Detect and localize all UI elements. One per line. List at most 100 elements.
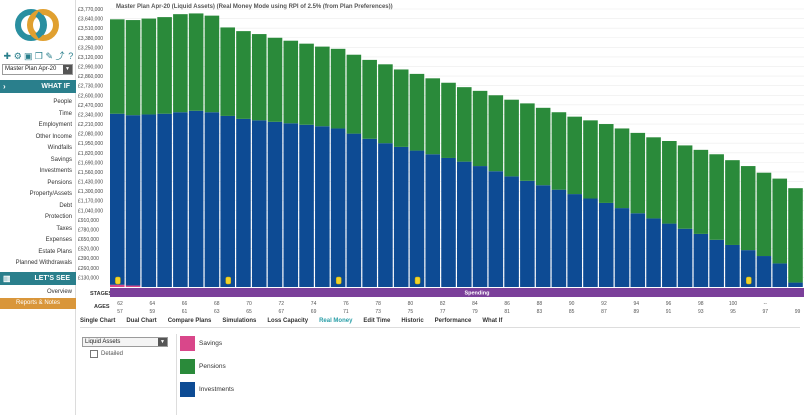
bar-investments [535, 185, 551, 287]
y-tick-label: £2,990,000 [78, 65, 103, 71]
bar-pensions [567, 116, 582, 195]
sidebar-item-reports[interactable]: Reports & Notes [0, 298, 76, 309]
bar-pensions [188, 13, 204, 111]
age-tick-top: 70 [246, 301, 252, 307]
bar-investments [204, 112, 220, 287]
bar-pensions [520, 103, 535, 181]
bar-investments [346, 133, 362, 287]
bar-pensions [299, 43, 314, 125]
sidebar-item-overview[interactable]: Overview [46, 289, 72, 295]
bar-pensions [283, 40, 299, 124]
tab-dual-chart[interactable]: Dual Chart [126, 318, 157, 324]
sidebar-item-property-assets[interactable]: Property/Assets [29, 191, 72, 197]
help-icon[interactable]: ? [68, 51, 74, 61]
sidebar-item-debt[interactable]: Debt [59, 202, 72, 209]
y-tick-label: £1,950,000 [78, 141, 103, 147]
what-if-header[interactable]: › WHAT IF [0, 80, 76, 93]
age-tick-bottom: 95 [730, 309, 736, 315]
bar-investments [520, 180, 535, 287]
tab-simulations[interactable]: Simulations [222, 318, 257, 324]
chevron-down-icon[interactable]: ▼ [158, 338, 167, 346]
event-marker-icon [335, 276, 342, 285]
y-tick-label: £3,380,000 [78, 36, 103, 42]
tab-loss-capacity[interactable]: Loss Capacity [267, 318, 309, 324]
bar-investments [598, 202, 614, 287]
legend-item[interactable]: Pensions [180, 359, 226, 374]
y-tick-label: £2,080,000 [78, 132, 103, 138]
bar-pensions [504, 99, 519, 177]
age-tick-top: 68 [214, 301, 220, 307]
sidebar-item-people[interactable]: People [53, 99, 72, 105]
tab-edit-time[interactable]: Edit Time [363, 318, 391, 324]
tab-real-money[interactable]: Real Money [319, 318, 353, 324]
sidebar-item-savings[interactable]: Savings [50, 156, 72, 163]
sidebar-item-planned-withdrawals[interactable]: Planned Withdrawals [15, 260, 72, 266]
age-tick-bottom: 89 [633, 309, 639, 315]
tab-what-if[interactable]: What If [482, 318, 503, 324]
bar-pensions [472, 90, 488, 167]
sidebar-item-expenses[interactable]: Expenses [45, 237, 72, 243]
tab-compare-plans[interactable]: Compare Plans [167, 318, 212, 324]
tab-single-chart[interactable]: Single Chart [80, 318, 116, 324]
bar-investments [551, 189, 567, 287]
chart-icon: ▥ [3, 274, 11, 283]
legend-item[interactable]: Savings [180, 336, 222, 351]
bar-investments [504, 176, 519, 287]
age-tick-top: 94 [633, 301, 639, 307]
age-tick-top: 84 [472, 301, 478, 307]
bar-investments [583, 198, 598, 287]
y-tick-label: £2,470,000 [78, 103, 103, 109]
chevron-right-icon: › [3, 82, 6, 91]
save-icon[interactable]: ▣ [24, 51, 33, 61]
sidebar-item-taxes[interactable]: Taxes [56, 225, 72, 232]
bar-investments [614, 208, 630, 287]
sidebar-item-windfalls[interactable]: Windfalls [47, 145, 72, 151]
sidebar-item-employment[interactable]: Employment [38, 122, 72, 128]
bar-pensions [441, 82, 456, 158]
edit-icon[interactable]: ✎ [45, 51, 54, 61]
sidebar-item-time[interactable]: Time [58, 110, 72, 117]
bar-investments [362, 138, 377, 287]
lets-see-header[interactable]: ▥ LET'S SEE [0, 272, 76, 285]
detailed-checkbox[interactable]: Detailed [90, 349, 123, 358]
tab-historic[interactable]: Historic [401, 318, 424, 324]
bar-investments [457, 161, 472, 287]
view-select[interactable]: Liquid Assets ▼ [82, 337, 168, 347]
bar-pensions [362, 59, 377, 139]
legend-item[interactable]: Investments [180, 382, 234, 397]
toolbar: ✚ ⚙ ▣ ❐ ✎ ⤴ ? [3, 51, 75, 63]
sidebar-item-investments[interactable]: Investments [39, 168, 72, 174]
bar-investments [788, 282, 803, 287]
chart-title: Master Plan Apr-20 (Liquid Assets) (Real… [116, 4, 393, 10]
sidebar-item-pensions[interactable]: Pensions [47, 179, 72, 186]
gear-icon[interactable]: ⚙ [13, 51, 22, 61]
bar-pensions [141, 18, 157, 115]
lets-see-menu: Overview Reports & Notes [0, 287, 76, 309]
age-tick-bottom: 65 [246, 309, 252, 315]
bar-pensions [535, 107, 551, 186]
plan-select-value: Master Plan Apr-20 [5, 66, 57, 72]
bar-investments [141, 114, 157, 287]
chevron-down-icon[interactable]: ▼ [63, 65, 72, 74]
sidebar-item-other-income[interactable]: Other Income [35, 133, 72, 140]
bar-pensions [457, 87, 472, 162]
bar-pensions [110, 19, 125, 114]
checkbox-box[interactable] [90, 349, 98, 358]
bar-pensions [378, 64, 393, 144]
sidebar-item-estate-plans[interactable]: Estate Plans [38, 248, 72, 255]
legend-label: Investments [199, 386, 235, 393]
plan-select[interactable]: Master Plan Apr-20 ▼ [2, 64, 73, 75]
age-tick-bottom: 79 [472, 309, 478, 315]
share-icon[interactable]: ⤴ [55, 51, 65, 61]
bar-investments [472, 166, 488, 287]
bar-investments [267, 121, 283, 287]
legend-swatch [180, 382, 195, 397]
plus-icon[interactable]: ✚ [3, 51, 12, 61]
sidebar-item-protection[interactable]: Protection [44, 214, 72, 220]
age-tick-bottom: 75 [408, 309, 414, 315]
copy-icon[interactable]: ❐ [34, 51, 43, 61]
age-tick-top: 98 [698, 301, 704, 307]
tab-performance[interactable]: Performance [434, 318, 472, 324]
bar-pensions [236, 31, 251, 119]
